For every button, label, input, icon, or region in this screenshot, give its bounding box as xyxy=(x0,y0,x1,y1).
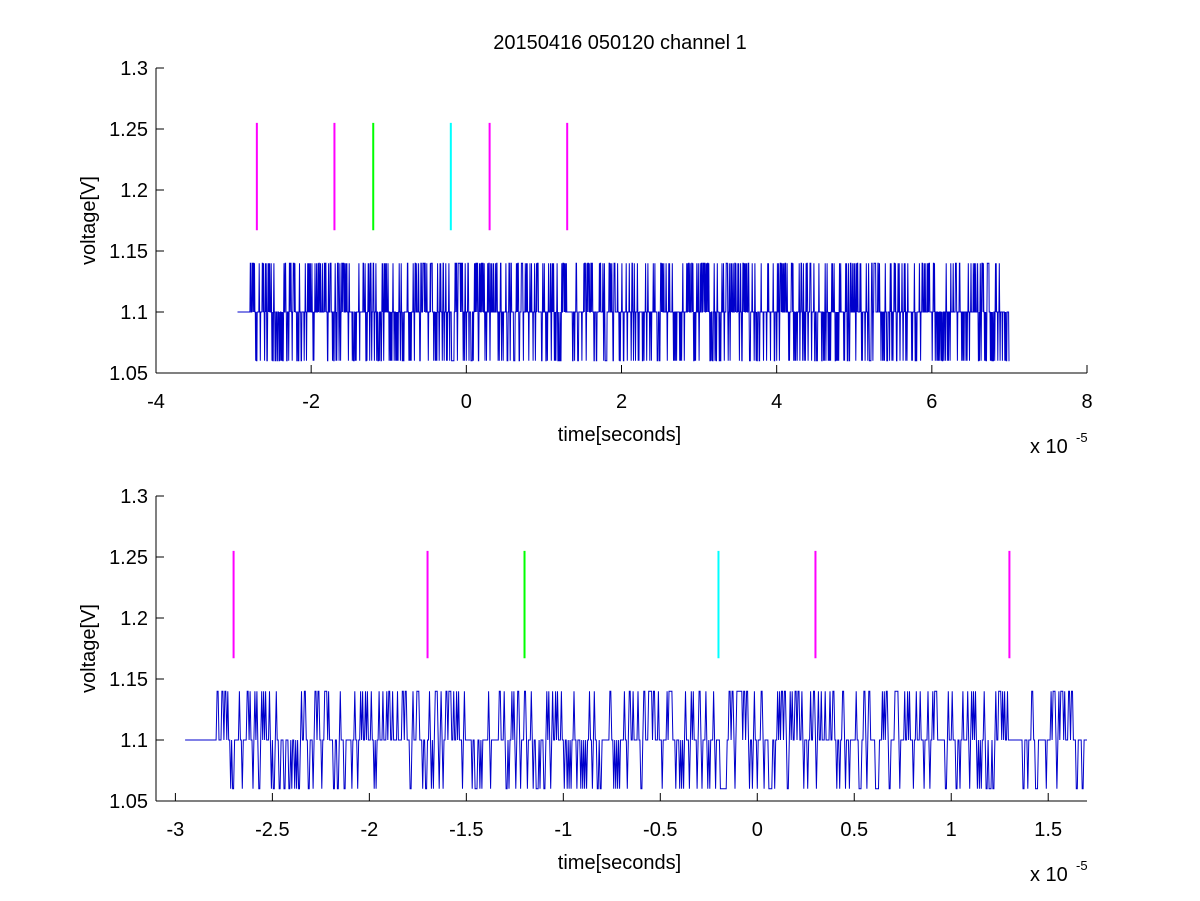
x-tick-label: 0.5 xyxy=(840,819,868,841)
figure-title: 20150416 050120 channel 1 xyxy=(493,32,747,54)
y-axis-label: voltage[V] xyxy=(78,604,100,693)
x-exponent-power: -5 xyxy=(1076,430,1088,445)
x-exponent-label: x 10 xyxy=(1030,864,1068,886)
x-exponent-power: -5 xyxy=(1076,858,1088,873)
x-tick-label: -2 xyxy=(302,391,320,413)
x-axis-label: time[seconds] xyxy=(558,424,681,446)
x-tick-label: -1.5 xyxy=(449,819,483,841)
y-tick-label: 1.05 xyxy=(109,791,148,813)
y-tick-label: 1.3 xyxy=(120,58,148,80)
x-tick-label: 0 xyxy=(461,391,472,413)
x-tick-label: 2 xyxy=(616,391,627,413)
x-tick-label: 8 xyxy=(1081,391,1092,413)
x-tick-label: 1.5 xyxy=(1034,819,1062,841)
y-tick-label: 1.15 xyxy=(109,669,148,691)
bottom-plot: 1.05 1.1 1.15 1.2 1.25 1.3 -3 -2.5 -2 -1.5 -1 -0.5 0… xyxy=(78,486,1088,886)
y-tick-label: 1.05 xyxy=(109,363,148,385)
x-tick-label: 4 xyxy=(771,391,782,413)
x-tick-label: 1 xyxy=(946,819,957,841)
signal-trace xyxy=(237,262,1010,362)
y-tick-label: 1.15 xyxy=(109,241,148,263)
x-tick-label: -0.5 xyxy=(643,819,677,841)
y-tick-label: 1.1 xyxy=(120,302,148,324)
x-exponent-label: x 10 xyxy=(1030,436,1068,458)
y-tick-label: 1.2 xyxy=(120,608,148,630)
y-tick-label: 1.25 xyxy=(109,547,148,569)
x-tick-label: -4 xyxy=(147,391,165,413)
y-tick-label: 1.2 xyxy=(120,180,148,202)
y-axis-label: voltage[V] xyxy=(78,176,100,265)
x-tick-label: -2 xyxy=(360,819,378,841)
x-tick-label: 0 xyxy=(752,819,763,841)
signal-trace xyxy=(185,690,1087,790)
x-tick-label: -2.5 xyxy=(255,819,289,841)
top-plot: 1.05 1.1 1.15 1.2 1.25 1.3 -4 -2 0 2 4 6 8 time[secon… xyxy=(78,58,1093,458)
y-tick-label: 1.1 xyxy=(120,730,148,752)
x-axis-label: time[seconds] xyxy=(558,852,681,874)
x-tick-label: -3 xyxy=(166,819,184,841)
y-tick-label: 1.3 xyxy=(120,486,148,508)
y-tick-label: 1.25 xyxy=(109,119,148,141)
x-tick-label: -1 xyxy=(554,819,572,841)
x-tick-label: 6 xyxy=(926,391,937,413)
